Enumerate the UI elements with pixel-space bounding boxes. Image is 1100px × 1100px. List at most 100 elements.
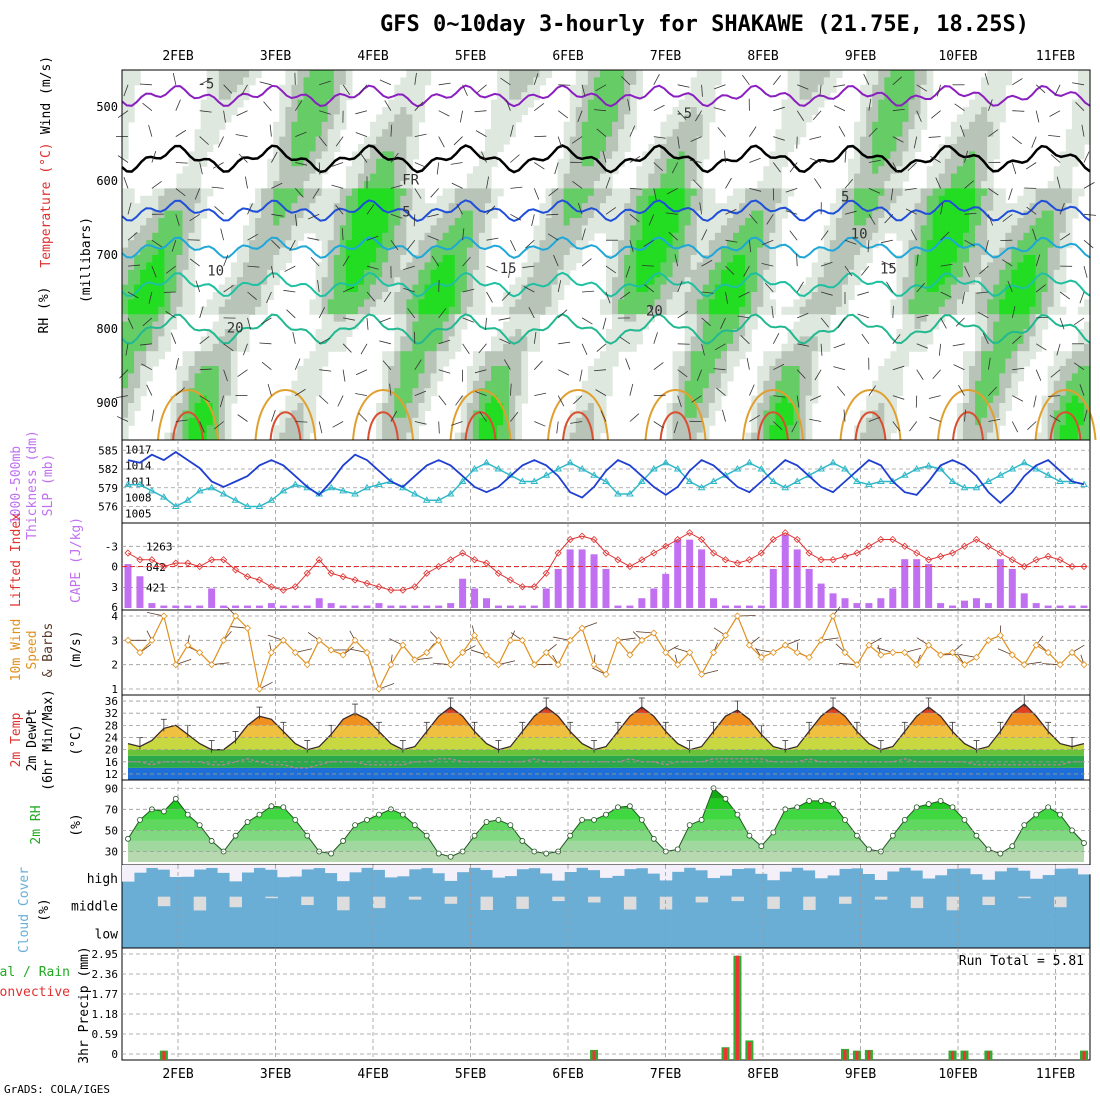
rh-shade-cell: [854, 188, 861, 197]
rh-shade-cell: [333, 262, 341, 271]
wind-barb: [260, 317, 272, 325]
rh-shade-cell: [648, 173, 655, 182]
rh-shade-cell: [690, 417, 698, 426]
rh-shade-cell: [485, 351, 492, 360]
rh-shade-cell: [406, 188, 413, 197]
rh-shade-cell: [345, 195, 353, 204]
rh-shade-cell: [212, 114, 220, 123]
rh-shade-cell: [817, 284, 825, 293]
rh-shade-cell: [999, 225, 1006, 234]
rh-shade-cell: [823, 262, 831, 271]
rh-shade-cell: [618, 247, 625, 256]
rh-shade-cell: [769, 358, 776, 367]
rh-shade-cell: [587, 70, 595, 78]
rh-shade-cell: [236, 292, 244, 300]
rh-shade-cell: [684, 388, 692, 397]
rh-shade-cell: [696, 292, 704, 300]
rh-shade-cell: [255, 195, 262, 204]
rh-shade-cell: [575, 425, 583, 434]
rh-shade-cell: [769, 277, 776, 286]
rh-shade-cell: [787, 373, 795, 382]
rh-shade-cell: [303, 425, 311, 434]
rh-shade-cell: [122, 129, 129, 138]
rh-shade-cell: [993, 321, 1000, 330]
rh-shade-cell: [757, 240, 764, 249]
rh-shade-cell: [950, 292, 958, 300]
rh-shade-cell: [593, 166, 601, 175]
rh-shade-cell: [975, 351, 982, 360]
rh-shade-cell: [497, 129, 504, 138]
temp-contour-30: [367, 411, 399, 441]
rh-shade-cell: [158, 336, 165, 345]
rh-shade-cell: [557, 284, 565, 293]
rh-shade-cell: [708, 380, 716, 389]
rh-shade-cell: [491, 99, 498, 108]
rh-shade-cell: [279, 151, 286, 160]
rh-shade-cell: [702, 77, 710, 86]
rh-shade-cell: [720, 255, 728, 263]
rh-shade-cell: [950, 277, 958, 286]
rh-shade-cell: [412, 432, 420, 441]
rh-shade-cell: [557, 232, 565, 241]
rh-shade-cell: [962, 166, 970, 175]
rh-shade-cell: [860, 92, 867, 101]
rh-shade-cell: [630, 121, 637, 130]
rh-shade-cell: [720, 343, 728, 352]
rh-shade-cell: [860, 136, 867, 145]
rh-shade-cell: [878, 70, 885, 78]
rh-shade-cell: [727, 210, 734, 219]
rh-shade-cell: [599, 425, 607, 434]
rh-shade-cell: [890, 151, 897, 160]
rh-shade-cell: [660, 210, 668, 219]
rh-shade-cell: [612, 203, 619, 212]
rh-shade-cell: [866, 218, 873, 226]
rh-shade-cell: [999, 195, 1006, 204]
rh-shade-cell: [563, 240, 571, 249]
rh-shade-cell: [551, 306, 559, 315]
rh-shade-cell: [654, 255, 662, 263]
rh-shade-cell: [769, 366, 776, 374]
rh-shade-cell: [908, 77, 916, 86]
rh-shade-cell: [575, 410, 583, 419]
temp-contour-25: [254, 389, 317, 441]
rh-shade-cell: [485, 136, 492, 145]
rh-shade-cell: [866, 173, 873, 182]
rh-shade-cell: [370, 173, 377, 182]
rh-shade-cell: [472, 188, 480, 197]
rh-shade-cell: [854, 225, 861, 234]
rh-shade-cell: [388, 158, 395, 167]
wind-barb: [263, 101, 272, 111]
rh-shade-cell: [835, 255, 843, 263]
rh-shade-cell: [956, 277, 964, 286]
rh-shade-cell: [485, 395, 492, 404]
rh-shade-cell: [944, 188, 952, 197]
rh-shade-cell: [757, 210, 764, 219]
rh-shade-cell: [872, 395, 879, 404]
rh-shade-cell: [1083, 432, 1091, 441]
rh-shade-cell: [975, 373, 982, 382]
rh-shade-cell: [696, 269, 704, 278]
rh-shade-cell: [811, 343, 819, 352]
rh-shade-cell: [975, 358, 982, 367]
rh-shade-cell: [793, 329, 801, 337]
rh-shade-cell: [690, 269, 698, 278]
rh-shade-cell: [309, 358, 317, 367]
rh-shade-cell: [981, 351, 988, 360]
rh-shade-cell: [599, 225, 607, 234]
rh-shade-cell: [739, 232, 746, 241]
rh-shade-cell: [230, 388, 238, 397]
rh-shade-cell: [1047, 284, 1055, 293]
rh-shade-cell: [285, 188, 292, 197]
rh-shade-cell: [981, 232, 988, 241]
rh-shade-cell: [587, 432, 595, 441]
rh-shade-cell: [908, 188, 916, 197]
wind-barb: [407, 308, 416, 319]
rh-shade-cell: [593, 225, 601, 234]
rh-shade-cell: [563, 151, 571, 160]
rh-shade-cell: [1029, 284, 1037, 293]
rh-shade-cell: [478, 403, 486, 411]
temp-contour-minus5: [121, 84, 1091, 108]
rh-shade-cell: [690, 136, 698, 145]
rh-shade-cell: [745, 247, 752, 256]
rh-shade-cell: [914, 188, 922, 197]
